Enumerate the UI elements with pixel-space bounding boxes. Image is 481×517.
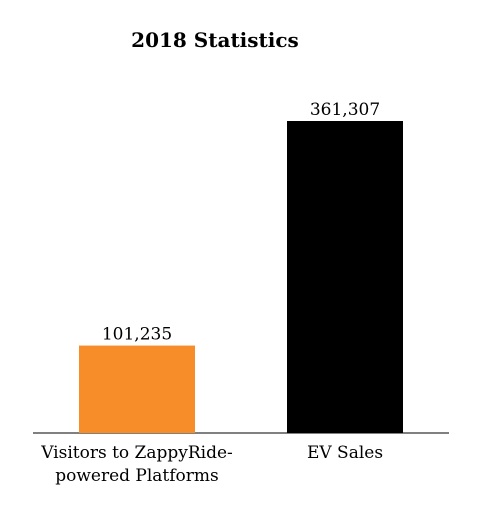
bar-1: [79, 345, 195, 433]
category-label-2-line-1: EV Sales: [307, 443, 383, 463]
bar-2: [287, 121, 403, 433]
category-label-1-line-1: Visitors to ZappyRide-: [40, 443, 233, 463]
data-label-2: 361,307: [310, 100, 380, 120]
data-label-1: 101,235: [102, 325, 172, 345]
category-label-1-line-2: powered Platforms: [55, 466, 219, 486]
chart-title: 2018 Statistics: [131, 28, 299, 52]
